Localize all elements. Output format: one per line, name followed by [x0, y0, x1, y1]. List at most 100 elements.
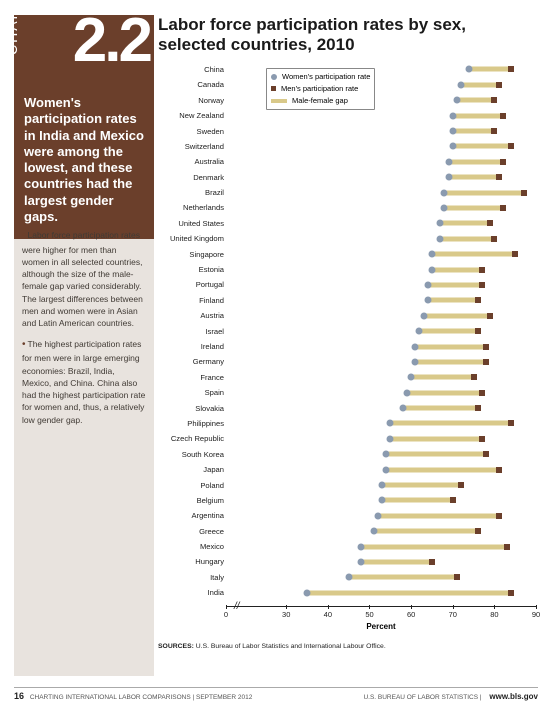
- line-icon: [271, 99, 287, 103]
- men-marker: [500, 113, 506, 119]
- gap-bar: [469, 67, 511, 72]
- row-label: Ireland: [154, 342, 224, 351]
- sources-label: SOURCES:: [158, 643, 194, 650]
- chart-row: Poland: [158, 477, 538, 492]
- women-marker: [374, 512, 381, 519]
- row-plot: [226, 539, 536, 554]
- row-plot: [226, 339, 536, 354]
- x-axis: // 030405060708090 Percent: [226, 606, 536, 626]
- women-marker: [445, 158, 452, 165]
- women-marker: [358, 558, 365, 565]
- chart-row: Slovakia: [158, 400, 538, 415]
- row-label: Canada: [154, 80, 224, 89]
- men-marker: [508, 66, 514, 72]
- gap-bar: [444, 205, 502, 210]
- circle-icon: [271, 74, 277, 80]
- row-label: Portugal: [154, 280, 224, 289]
- chart-number: 2.2: [73, 5, 150, 76]
- row-label: Poland: [154, 481, 224, 490]
- row-plot: [226, 185, 536, 200]
- footer-url: www.bls.gov: [489, 692, 538, 701]
- bullet-2-text: The highest participation rates for men …: [22, 339, 145, 425]
- chart-row: Austria: [158, 308, 538, 323]
- women-marker: [441, 189, 448, 196]
- women-marker: [424, 281, 431, 288]
- chart-row: Hungary: [158, 554, 538, 569]
- row-plot: [226, 385, 536, 400]
- chart-row: Spain: [158, 385, 538, 400]
- men-marker: [454, 574, 460, 580]
- women-marker: [383, 451, 390, 458]
- women-marker: [453, 97, 460, 104]
- footer-pub-title: CHARTING INTERNATIONAL LABOR COMPARISONS: [30, 694, 191, 701]
- gap-bar: [415, 359, 486, 364]
- legend-gap-label: Male-female gap: [292, 96, 348, 105]
- men-marker: [475, 528, 481, 534]
- gap-bar: [453, 113, 503, 118]
- gap-bar: [424, 313, 491, 318]
- chart-row: Brazil: [158, 185, 538, 200]
- tick-label: 30: [282, 610, 290, 619]
- row-plot: [226, 277, 536, 292]
- footer-left: 16 CHARTING INTERNATIONAL LABOR COMPARIS…: [14, 691, 252, 701]
- row-plot: [226, 231, 536, 246]
- men-marker: [479, 267, 485, 273]
- gap-bar: [432, 252, 515, 257]
- gap-bar: [361, 559, 432, 564]
- gap-bar: [386, 467, 498, 472]
- row-plot: [226, 416, 536, 431]
- men-marker: [496, 467, 502, 473]
- bullet-1: •Labor force participation rates were hi…: [22, 229, 146, 330]
- women-marker: [412, 358, 419, 365]
- chart-legend: Women's participation rate Men's partici…: [266, 68, 375, 110]
- tick-label: 80: [490, 610, 498, 619]
- row-plot: [226, 200, 536, 215]
- legend-men: Men's participation rate: [271, 83, 370, 95]
- row-label: India: [154, 588, 224, 597]
- row-label: Philippines: [154, 419, 224, 428]
- men-marker: [512, 251, 518, 257]
- tick-label: 90: [532, 610, 540, 619]
- highlight-text: Women's participation rates in India and…: [14, 85, 154, 239]
- footer-org: U.S. BUREAU OF LABOR STATISTICS: [363, 694, 478, 701]
- sidebar-bullets: •Labor force participation rates were hi…: [14, 223, 154, 440]
- men-marker: [508, 143, 514, 149]
- women-marker: [445, 174, 452, 181]
- row-label: New Zealand: [154, 111, 224, 120]
- row-label: Denmark: [154, 173, 224, 182]
- row-label: Israel: [154, 327, 224, 336]
- men-marker: [504, 544, 510, 550]
- chart-row: Singapore: [158, 246, 538, 261]
- chart-row: Argentina: [158, 508, 538, 523]
- row-plot: [226, 246, 536, 261]
- men-marker: [508, 420, 514, 426]
- footer-right: U.S. BUREAU OF LABOR STATISTICS | www.bl…: [363, 692, 538, 701]
- women-marker: [387, 420, 394, 427]
- row-label: China: [154, 65, 224, 74]
- chart-row: Denmark: [158, 170, 538, 185]
- women-marker: [345, 574, 352, 581]
- row-plot: [226, 477, 536, 492]
- men-marker: [491, 236, 497, 242]
- chart-row: Portugal: [158, 277, 538, 292]
- chart-title: Labor force participation rates by sex, …: [158, 15, 538, 56]
- chart-row: Sweden: [158, 123, 538, 138]
- women-marker: [378, 482, 385, 489]
- row-plot: [226, 400, 536, 415]
- footer-date: SEPTEMBER 2012: [196, 694, 252, 701]
- men-marker: [487, 220, 493, 226]
- women-marker: [420, 312, 427, 319]
- women-marker: [412, 343, 419, 350]
- women-marker: [399, 405, 406, 412]
- gap-bar: [428, 282, 482, 287]
- gap-bar: [449, 175, 499, 180]
- gap-bar: [390, 436, 482, 441]
- row-plot: [226, 354, 536, 369]
- chart-row: Switzerland: [158, 139, 538, 154]
- row-label: Slovakia: [154, 404, 224, 413]
- chart-badge: CHART 2.2: [14, 15, 154, 85]
- gap-bar: [411, 375, 473, 380]
- gap-bar: [382, 498, 453, 503]
- row-label: Singapore: [154, 250, 224, 259]
- gap-bar: [419, 329, 477, 334]
